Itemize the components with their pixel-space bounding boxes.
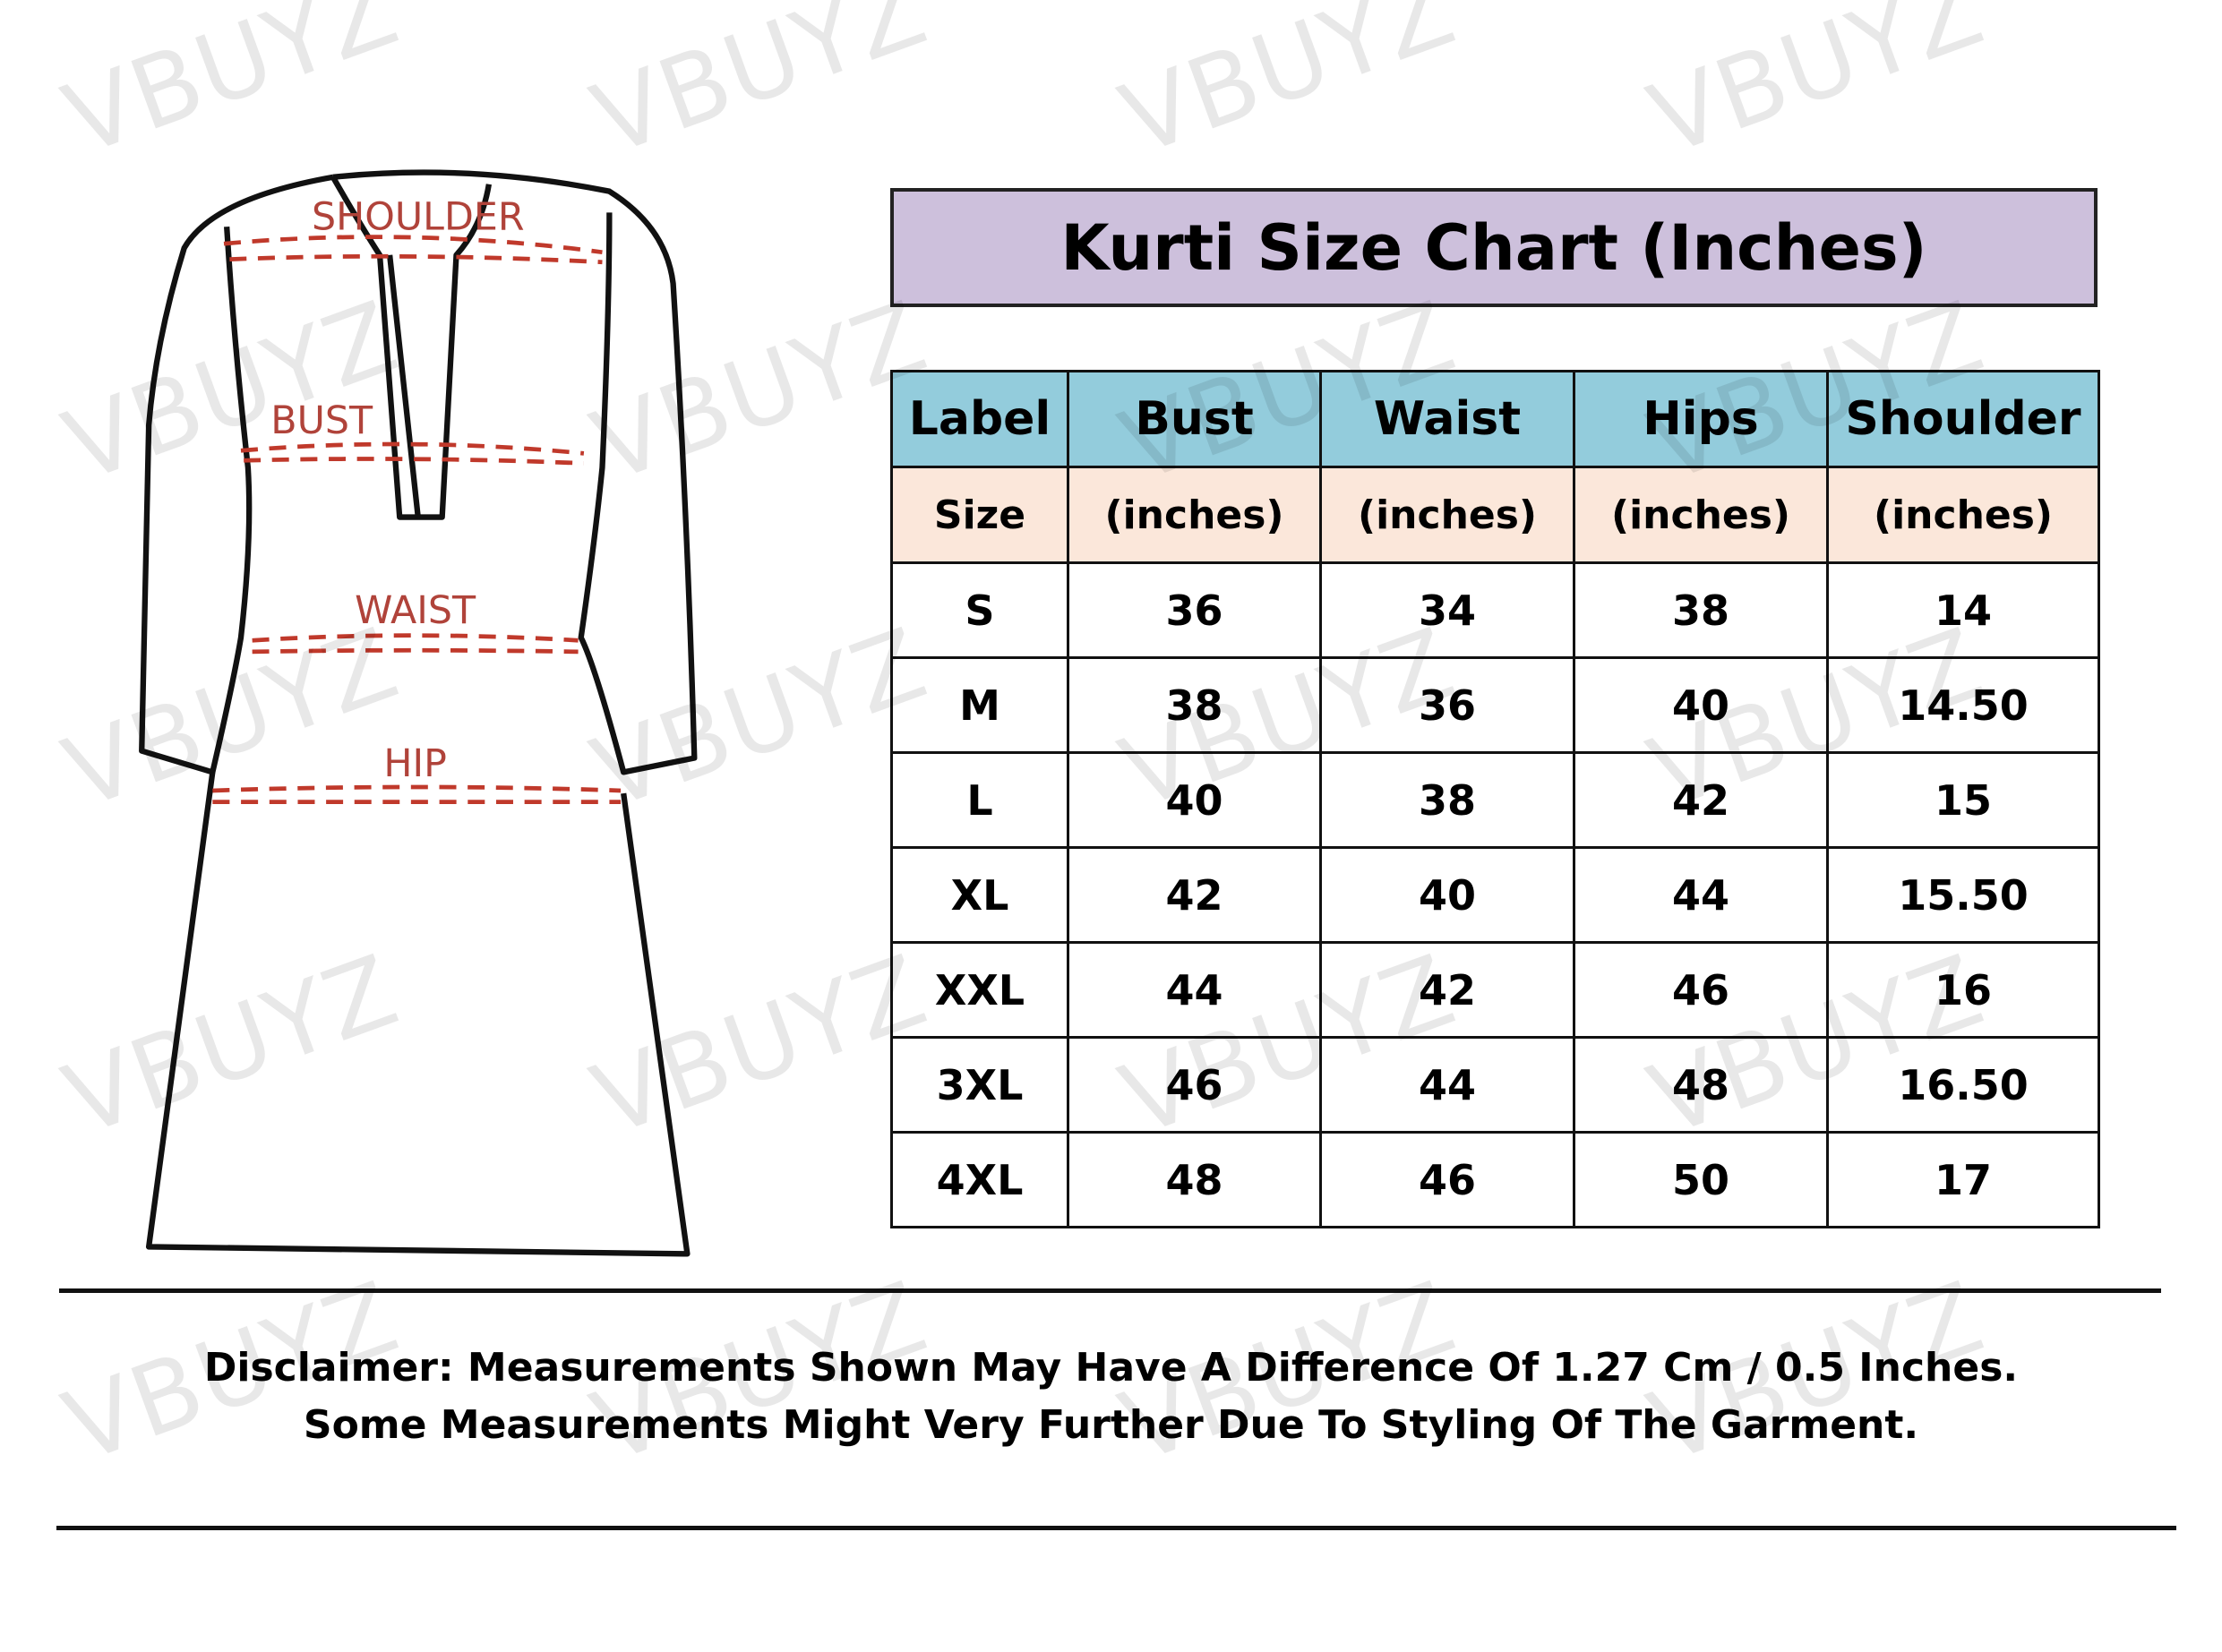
cell-hips: 40 <box>1573 656 1829 754</box>
cell-bust: 44 <box>1067 941 1322 1039</box>
cell-size: S <box>890 561 1069 659</box>
table-row: L 40 38 42 15 <box>890 751 2100 849</box>
cell-waist: 42 <box>1319 941 1575 1039</box>
label-waist: WAIST <box>355 588 476 633</box>
chart-title: Kurti Size Chart (Inches) <box>890 188 2098 307</box>
cell-waist: 36 <box>1319 656 1575 754</box>
cell-waist: 38 <box>1319 751 1575 849</box>
cell-waist: 46 <box>1319 1131 1575 1228</box>
size-table: Label Bust Waist Hips Shoulder Size (inc… <box>890 370 2100 1228</box>
header-row: Label Bust Waist Hips Shoulder <box>890 370 2100 468</box>
table-row: XXL 44 42 46 16 <box>890 941 2100 1039</box>
subheader-row: Size (inches) (inches) (inches) (inches) <box>890 466 2100 564</box>
subheader-unit: (inches) <box>1573 466 1829 564</box>
cell-size: XL <box>890 846 1069 944</box>
header-label: Label <box>890 370 1069 468</box>
table-row: S 36 34 38 14 <box>890 561 2100 659</box>
cell-size: 4XL <box>890 1131 1069 1228</box>
cell-waist: 34 <box>1319 561 1575 659</box>
disclaimer-line-2: Some Measurements Might Very Further Due… <box>303 1402 1919 1448</box>
cell-bust: 42 <box>1067 846 1322 944</box>
cell-bust: 46 <box>1067 1036 1322 1134</box>
cell-shoulder: 15 <box>1826 751 2100 849</box>
table-row: XL 42 40 44 15.50 <box>890 846 2100 944</box>
cell-shoulder: 16.50 <box>1826 1036 2100 1134</box>
cell-waist: 40 <box>1319 846 1575 944</box>
subheader-unit: (inches) <box>1319 466 1575 564</box>
header-waist: Waist <box>1319 370 1575 468</box>
cell-hips: 46 <box>1573 941 1829 1039</box>
label-hip: HIP <box>383 741 446 786</box>
kurti-outline <box>139 169 698 1257</box>
cell-bust: 38 <box>1067 656 1322 754</box>
table-row: M 38 36 40 14.50 <box>890 656 2100 754</box>
cell-shoulder: 14.50 <box>1826 656 2100 754</box>
cell-shoulder: 15.50 <box>1826 846 2100 944</box>
header-shoulder: Shoulder <box>1826 370 2100 468</box>
subheader-size: Size <box>890 466 1069 564</box>
label-bust: BUST <box>270 398 373 443</box>
cell-size: 3XL <box>890 1036 1069 1134</box>
cell-bust: 36 <box>1067 561 1322 659</box>
cell-waist: 44 <box>1319 1036 1575 1134</box>
cell-bust: 40 <box>1067 751 1322 849</box>
cell-hips: 50 <box>1573 1131 1829 1228</box>
cell-size: L <box>890 751 1069 849</box>
header-bust: Bust <box>1067 370 1322 468</box>
header-hips: Hips <box>1573 370 1829 468</box>
disclaimer-line-1: Disclaimer: Measurements Shown May Have … <box>203 1345 2019 1391</box>
cell-size: XXL <box>890 941 1069 1039</box>
cell-size: M <box>890 656 1069 754</box>
cell-hips: 48 <box>1573 1036 1829 1134</box>
cell-shoulder: 16 <box>1826 941 2100 1039</box>
cell-hips: 38 <box>1573 561 1829 659</box>
cell-hips: 42 <box>1573 751 1829 849</box>
cell-shoulder: 17 <box>1826 1131 2100 1228</box>
divider-bottom <box>56 1526 2176 1530</box>
subheader-unit: (inches) <box>1067 466 1322 564</box>
cell-shoulder: 14 <box>1826 561 2100 659</box>
table-row: 4XL 48 46 50 17 <box>890 1131 2100 1228</box>
cell-bust: 48 <box>1067 1131 1322 1228</box>
cell-hips: 44 <box>1573 846 1829 944</box>
divider-top <box>59 1288 2161 1293</box>
measure-lines <box>212 235 622 804</box>
table-row: 3XL 46 44 48 16.50 <box>890 1036 2100 1134</box>
subheader-unit: (inches) <box>1826 466 2100 564</box>
label-shoulder: SHOULDER <box>312 194 525 239</box>
